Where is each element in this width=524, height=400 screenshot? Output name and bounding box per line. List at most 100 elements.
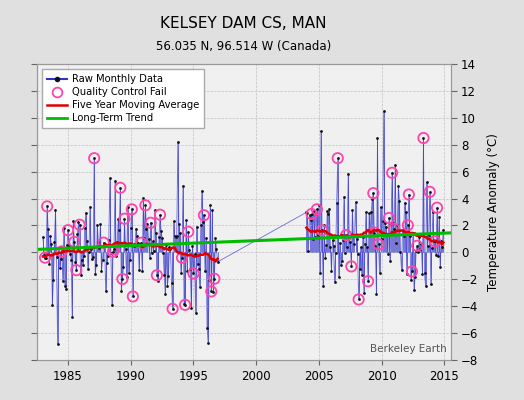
Point (139, 195, 147, 202)
Point (70, 239, 79, 245)
Point (168, 306, 177, 312)
Point (421, 283, 430, 290)
Point (430, 238, 438, 244)
Point (189, 270, 198, 277)
Point (373, 135, 381, 141)
Point (370, 230, 378, 236)
Point (166, 246, 174, 252)
Point (393, 222, 401, 228)
Point (374, 241, 383, 248)
Legend: Raw Monthly Data, Quality Control Fail, Five Year Moving Average, Long-Term Tren: Raw Monthly Data, Quality Control Fail, … (42, 69, 204, 128)
Point (117, 288, 126, 294)
Point (124, 204, 132, 210)
Point (423, 243, 432, 249)
Point (87, 245, 95, 252)
Point (193, 261, 202, 268)
Point (111, 178, 119, 185)
Point (73, 230, 82, 237)
Point (112, 253, 121, 260)
Point (438, 244, 446, 250)
Point (188, 242, 196, 249)
Point (82, 210, 90, 216)
Point (309, 236, 317, 243)
Point (41, 254, 49, 261)
Point (70, 239, 79, 245)
Point (44, 226, 52, 232)
Point (370, 230, 378, 236)
Point (397, 267, 406, 273)
Point (341, 250, 350, 256)
Point (49, 276, 58, 283)
Text: KELSEY DAM CS, MAN: KELSEY DAM CS, MAN (160, 16, 327, 31)
Point (110, 246, 118, 252)
Point (429, 209, 437, 215)
Point (118, 276, 127, 282)
Point (133, 233, 141, 240)
Point (339, 236, 347, 243)
Point (387, 221, 395, 228)
Point (418, 271, 427, 277)
Point (337, 262, 345, 268)
Point (151, 230, 160, 236)
Point (367, 208, 375, 215)
Point (116, 184, 125, 191)
Point (369, 190, 377, 196)
Point (123, 274, 131, 280)
Point (130, 243, 138, 249)
Point (141, 202, 149, 208)
Point (401, 209, 410, 216)
Point (318, 227, 326, 234)
Point (332, 250, 340, 256)
Point (407, 277, 415, 284)
Point (40, 252, 48, 258)
Point (329, 237, 337, 243)
Point (149, 248, 158, 254)
Point (155, 234, 163, 240)
Point (53, 341, 62, 347)
Point (43, 203, 51, 210)
Point (391, 162, 399, 168)
Point (211, 235, 220, 241)
Point (210, 276, 219, 282)
Point (128, 206, 136, 212)
Point (357, 271, 366, 278)
Point (425, 189, 434, 195)
Point (359, 289, 368, 296)
Point (176, 230, 184, 236)
Point (354, 296, 363, 303)
Point (158, 234, 166, 241)
Point (356, 244, 365, 251)
Point (41, 254, 49, 261)
Point (348, 207, 356, 213)
Point (118, 276, 127, 282)
Point (331, 278, 339, 285)
Point (374, 241, 383, 248)
Point (189, 270, 198, 277)
Point (84, 266, 92, 272)
Point (428, 245, 436, 251)
Point (131, 240, 139, 247)
Point (342, 232, 351, 238)
Point (150, 207, 159, 213)
Point (207, 288, 215, 295)
Point (196, 222, 205, 228)
Point (161, 291, 169, 297)
Point (321, 254, 330, 261)
Point (400, 200, 409, 206)
Point (415, 234, 423, 240)
Point (322, 241, 331, 248)
Point (83, 238, 91, 244)
Point (174, 221, 183, 227)
Point (114, 216, 123, 222)
Point (194, 266, 203, 273)
Point (434, 252, 442, 259)
Point (129, 293, 137, 300)
Point (346, 238, 354, 245)
Point (384, 251, 392, 257)
Point (402, 271, 411, 277)
Point (110, 246, 118, 252)
Point (343, 244, 351, 250)
Point (310, 208, 318, 214)
Point (204, 339, 212, 346)
Point (383, 231, 391, 237)
